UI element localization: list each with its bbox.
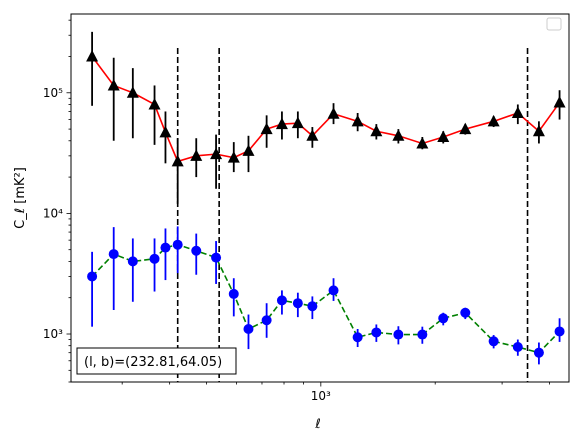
x-tick-label-1000: 10³: [311, 389, 331, 403]
series-0-marker-18: [416, 136, 429, 149]
y-tick-label-100000: 10⁵: [43, 86, 63, 100]
series-0-marker-4: [159, 125, 172, 138]
series-1: [87, 226, 565, 365]
series-1-marker-22: [512, 342, 523, 353]
series-0-marker-21: [487, 114, 500, 127]
series-0-marker-6: [190, 149, 203, 161]
series-1-marker-3: [149, 253, 160, 264]
series-1-marker-23: [533, 347, 544, 358]
plot-frame: [70, 13, 570, 383]
series-0-marker-23: [532, 124, 545, 137]
series-1-marker-17: [393, 329, 404, 340]
y-axis-ticks: 10³ 10⁴ 10⁵: [43, 19, 71, 383]
series-0-marker-15: [351, 114, 364, 127]
series-1-marker-12: [292, 298, 303, 309]
y-tick-label-1000: 10³: [43, 327, 63, 341]
series-1-marker-16: [371, 327, 382, 338]
series-1-marker-1: [108, 249, 119, 260]
series-0-marker-17: [392, 129, 405, 141]
series-0-marker-24: [553, 96, 566, 108]
series-1-marker-14: [328, 285, 339, 296]
series-1-marker-9: [243, 324, 254, 335]
series-0-marker-13: [306, 129, 319, 141]
series-0-marker-16: [370, 124, 383, 137]
series-1-marker-13: [307, 301, 318, 312]
series-1-marker-24: [554, 326, 565, 337]
series-0-marker-20: [459, 122, 472, 135]
series-1-marker-19: [438, 313, 449, 324]
series-1-marker-0: [87, 271, 98, 282]
series-1-marker-4: [160, 242, 171, 253]
y-axis-title-text: C_ℓ [mK²]: [13, 167, 28, 229]
series-1-marker-10: [261, 315, 272, 326]
y-tick-label-10000: 10⁴: [43, 206, 63, 220]
legend-box[interactable]: [546, 17, 562, 31]
series-0-marker-5: [171, 154, 184, 167]
series-0-marker-11: [275, 117, 288, 130]
vertical-reference-lines: [176, 48, 529, 382]
series-0-marker-10: [260, 122, 273, 135]
series-0-marker-0: [86, 49, 99, 62]
series-0-marker-22: [511, 106, 524, 118]
series-0-marker-3: [148, 97, 161, 110]
series-1-marker-5: [172, 239, 183, 250]
series-0-marker-1: [107, 78, 120, 91]
series-0-marker-8: [227, 151, 240, 163]
series-1-marker-6: [191, 245, 202, 256]
series-0-marker-7: [210, 147, 223, 160]
plot-area: [71, 14, 569, 382]
series-1-marker-8: [228, 288, 239, 299]
series-0-marker-2: [126, 86, 139, 98]
series-0-marker-14: [327, 107, 340, 119]
series-0-marker-12: [291, 116, 304, 129]
annotation-text: (l, b)=(232.81,64.05): [84, 355, 222, 370]
series-1-marker-21: [488, 336, 499, 347]
y-axis-title: C_ℓ [mK²]: [13, 167, 28, 229]
series-1-marker-11: [276, 295, 287, 306]
series-1-marker-15: [352, 332, 363, 343]
x-axis-title: ℓ: [314, 417, 320, 432]
x-axis-ticks: 10³: [121, 382, 550, 403]
series-1-marker-2: [127, 256, 138, 267]
annotation-box: (l, b)=(232.81,64.05): [76, 347, 237, 375]
series-1-marker-18: [417, 329, 428, 340]
series-0-marker-19: [437, 130, 450, 142]
series-0: [86, 31, 566, 204]
series-layer: [86, 31, 566, 365]
series-1-marker-7: [211, 252, 222, 263]
series-0-marker-9: [242, 144, 255, 156]
series-1-marker-20: [460, 307, 471, 318]
